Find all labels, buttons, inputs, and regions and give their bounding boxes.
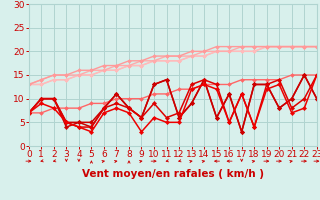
X-axis label: Vent moyen/en rafales ( km/h ): Vent moyen/en rafales ( km/h ) bbox=[82, 169, 264, 179]
